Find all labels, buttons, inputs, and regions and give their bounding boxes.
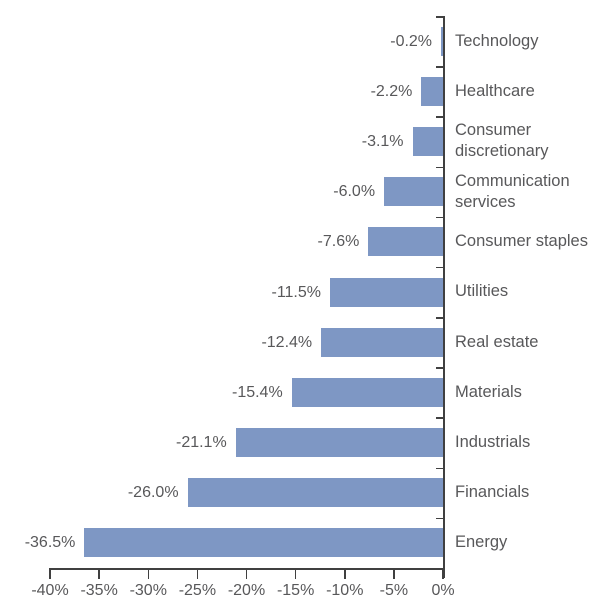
y-axis-tick: [436, 367, 443, 369]
bar: [321, 327, 443, 357]
bar: [84, 528, 443, 558]
x-axis-tick-label: -40%: [31, 582, 69, 599]
value-label: -2.2%: [370, 82, 413, 100]
x-axis-tick: [98, 568, 100, 579]
category-label: Consumer staples: [455, 232, 588, 251]
category-label: Communication services: [455, 171, 570, 211]
y-axis-tick: [436, 417, 443, 419]
x-axis-tick-label: 0%: [431, 582, 455, 599]
x-axis-tick-label: -35%: [80, 582, 118, 599]
category-label: Materials: [455, 382, 522, 401]
category-label: Real estate: [455, 332, 539, 351]
y-axis-tick: [436, 166, 443, 169]
value-label: -3.1%: [361, 132, 404, 150]
x-axis-tick: [49, 568, 51, 579]
x-axis-tick: [245, 568, 248, 579]
value-label: -21.1%: [175, 434, 227, 452]
value-label: -6.0%: [333, 183, 376, 201]
x-axis-tick: [147, 568, 149, 579]
category-label: Healthcare: [455, 81, 535, 100]
bar: [291, 377, 443, 407]
bar: [384, 177, 443, 207]
bar: [421, 76, 443, 106]
x-axis-tick-label: -25%: [178, 582, 217, 599]
x-axis-tick: [344, 568, 346, 579]
x-axis-tick: [393, 568, 395, 579]
value-label: -15.4%: [231, 383, 283, 401]
x-axis-tick-label: -5%: [379, 582, 409, 599]
category-label: Consumer discretionary: [455, 121, 549, 161]
category-label: Technology: [455, 31, 539, 50]
value-label: -36.5%: [24, 534, 76, 552]
y-axis-tick: [436, 266, 443, 269]
x-axis-line: [50, 568, 445, 570]
category-label: Industrials: [455, 433, 531, 452]
y-axis-tick: [436, 16, 443, 18]
y-axis-tick: [436, 517, 443, 520]
bar: [187, 478, 443, 508]
bar: [368, 227, 443, 257]
y-axis-tick: [436, 116, 443, 118]
y-axis-line: [442, 16, 445, 578]
y-axis-tick: [436, 467, 443, 470]
x-axis-tick-label: -20%: [227, 582, 266, 599]
x-axis-tick-label: -30%: [129, 582, 167, 599]
x-axis-tick-label: -15%: [276, 582, 315, 599]
category-label: Energy: [455, 533, 508, 552]
bar: [412, 126, 443, 156]
bar: [441, 26, 443, 56]
x-axis-tick: [442, 568, 444, 579]
value-label: -26.0%: [127, 484, 179, 502]
category-label: Utilities: [455, 282, 509, 301]
y-axis-tick: [436, 216, 443, 219]
category-label: Financials: [455, 483, 530, 502]
bar: [235, 428, 443, 458]
value-label: -12.4%: [261, 333, 313, 351]
value-label: -0.2%: [390, 32, 433, 50]
x-axis-tick-label: -10%: [326, 582, 364, 599]
value-label: -11.5%: [271, 283, 321, 301]
x-axis-tick: [294, 568, 297, 579]
bar: [330, 277, 443, 307]
x-axis-tick: [196, 568, 199, 579]
value-label: -7.6%: [317, 233, 360, 251]
y-axis-tick: [436, 66, 443, 68]
y-axis-tick: [436, 317, 443, 319]
